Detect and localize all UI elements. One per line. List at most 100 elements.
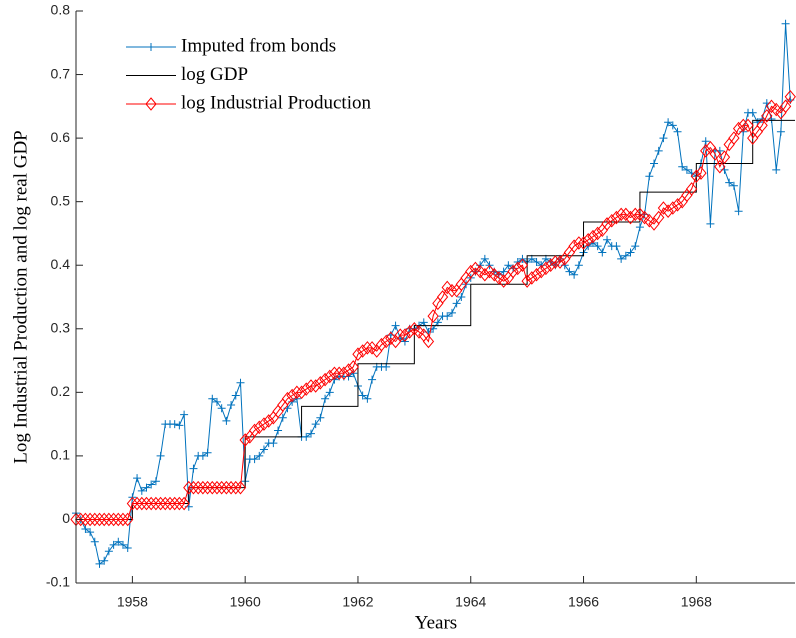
data-point (236, 378, 245, 387)
data-point (535, 264, 547, 279)
x-tick-label: 1962 (342, 594, 373, 610)
data-point (216, 480, 228, 495)
data-point (227, 401, 236, 410)
data-point (631, 242, 640, 251)
data-point (659, 134, 668, 143)
data-point (324, 369, 336, 384)
data-point (170, 420, 179, 429)
data-point (667, 201, 679, 215)
data-point (117, 512, 129, 527)
data-point (211, 480, 223, 495)
data-point (98, 512, 110, 527)
data-point (570, 270, 579, 279)
data-point (164, 496, 176, 511)
data-point (363, 394, 372, 403)
data-point (95, 559, 104, 568)
data-point (626, 248, 635, 257)
data-point (173, 496, 186, 511)
data-point (302, 432, 311, 441)
data-point (361, 341, 374, 355)
legend-marker (145, 97, 157, 111)
data-point (375, 337, 388, 352)
data-point (394, 328, 406, 342)
data-point (122, 512, 134, 527)
data-point (136, 496, 148, 511)
y-tick-label: 0.6 (51, 129, 71, 145)
data-point (479, 267, 491, 282)
data-point (629, 207, 641, 222)
data-point (452, 299, 461, 308)
data-point (673, 127, 682, 136)
legend-label: log GDP (181, 64, 248, 85)
data-point (118, 540, 127, 549)
data-point (781, 19, 790, 28)
data-point (382, 362, 391, 371)
data-point (413, 325, 425, 339)
data-point (770, 102, 782, 117)
data-point (206, 480, 218, 495)
data-point (497, 274, 510, 288)
data-point (248, 423, 261, 438)
data-point (126, 496, 139, 511)
data-point (319, 372, 331, 387)
x-tick-label: 1968 (681, 594, 712, 610)
data-point (183, 480, 195, 495)
plot-area (70, 19, 796, 568)
data-point (203, 448, 212, 457)
data-point (554, 255, 566, 269)
data-point (765, 99, 778, 114)
data-point (443, 312, 452, 321)
data-point (197, 480, 209, 495)
data-point (100, 556, 109, 565)
data-point (488, 267, 500, 282)
data-point (728, 131, 740, 145)
data-point (291, 385, 303, 400)
data-point (107, 512, 120, 527)
data-point (591, 226, 604, 241)
data-point (419, 318, 428, 327)
data-point (220, 480, 233, 495)
data-point (541, 254, 550, 263)
data-point (603, 235, 612, 244)
data-point (662, 204, 674, 218)
data-point (690, 169, 702, 184)
data-point (606, 213, 618, 228)
data-point (779, 99, 792, 114)
data-point (408, 321, 421, 336)
data-point (230, 480, 242, 495)
data-point (269, 439, 278, 448)
y-tick-label: 0 (62, 510, 70, 526)
data-point (615, 207, 627, 222)
data-point (483, 264, 496, 279)
data-point (259, 445, 268, 454)
data-point (198, 451, 207, 460)
y-tick-label: 0.8 (51, 2, 71, 18)
legend-label: Imputed from bonds (181, 35, 336, 56)
data-point (436, 290, 449, 304)
data-point (725, 178, 734, 187)
data-point (574, 261, 583, 270)
data-point (391, 321, 400, 330)
data-point (217, 404, 226, 413)
data-point (598, 248, 607, 257)
data-point (274, 426, 283, 435)
data-point (573, 236, 585, 250)
data-point (147, 480, 156, 489)
data-point (150, 496, 162, 511)
data-point (258, 417, 270, 431)
data-point (668, 121, 677, 130)
data-point (734, 207, 743, 216)
data-point (565, 267, 574, 276)
data-point (311, 420, 320, 429)
data-point (714, 159, 726, 174)
data-point (593, 242, 602, 251)
data-point (474, 264, 486, 279)
data-point (784, 90, 796, 104)
data-point (151, 477, 160, 486)
data-point (457, 293, 466, 301)
data-point (75, 512, 87, 527)
data-point (380, 334, 392, 349)
data-point (601, 217, 613, 231)
data-point (577, 236, 590, 250)
